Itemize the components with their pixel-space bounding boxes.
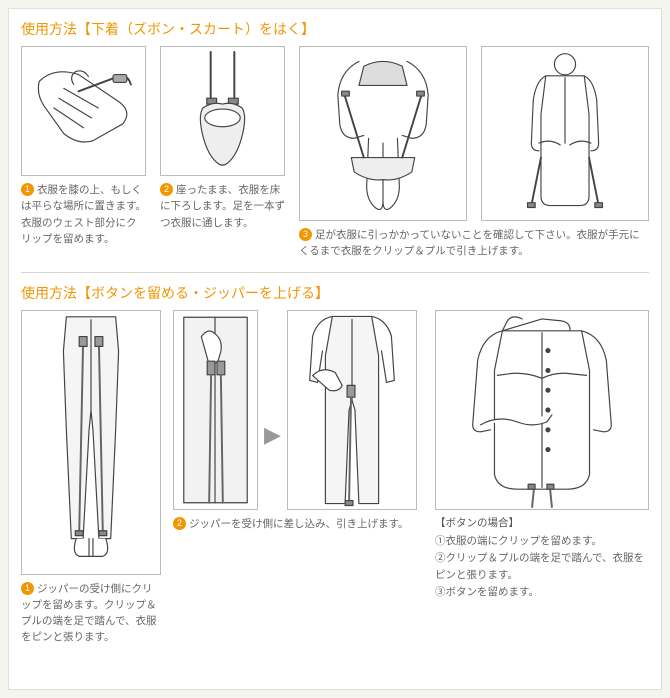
- illus-1-1: [21, 46, 146, 176]
- section1-step2: 2座ったまま、衣服を床に下ろします。足を一本ずつ衣服に通します。: [160, 46, 285, 231]
- step-number-icon: 3: [299, 228, 312, 241]
- caption-1-2: 2座ったまま、衣服を床に下ろします。足を一本ずつ衣服に通します。: [160, 182, 285, 231]
- button-step-2: ②クリップ＆プルの端を足で踏んで、衣服をピンと張ります。: [435, 550, 649, 584]
- section1-title: 使用方法【下着（ズボン・スカート）をはく】: [21, 19, 649, 40]
- caption-text: 座ったまま、衣服を床に下ろします。足を一本ずつ衣服に通します。: [160, 184, 285, 229]
- section2-button-case: 【ボタンの場合】 ①衣服の端にクリップを留めます。 ②クリップ＆プルの端を足で踏…: [435, 310, 649, 601]
- section2-step2: ▶ 2ジッパー: [173, 310, 423, 532]
- caption-text: 足が衣服に引っかかっていないことを確認して下さい。衣服が手元にくるまで衣服をクリ…: [299, 229, 640, 257]
- illus-1-2: [160, 46, 285, 176]
- caption-1-3: 3足が衣服に引っかかっていないことを確認して下さい。衣服が手元にくるまで衣服をク…: [299, 227, 649, 260]
- section1-step1: 1衣服を膝の上、もしくは平らな場所に置きます。衣服のウェスト部分にクリップを留め…: [21, 46, 146, 247]
- caption-1-1: 1衣服を膝の上、もしくは平らな場所に置きます。衣服のウェスト部分にクリップを留め…: [21, 182, 146, 247]
- illus-1-3: [299, 46, 467, 221]
- section2-title: 使用方法【ボタンを留める・ジッパーを上げる】: [21, 283, 649, 304]
- button-step-1: ①衣服の端にクリップを留めます。: [435, 533, 649, 550]
- section1-step3-group: 3足が衣服に引っかかっていないことを確認して下さい。衣服が手元にくるまで衣服をク…: [299, 46, 649, 260]
- illus-2-1: [21, 310, 161, 575]
- step-number-icon: 2: [173, 517, 186, 530]
- section2-step1: 1ジッパーの受け側にクリップを留めます。クリップ＆プルの端を足で踏んで、衣服をピ…: [21, 310, 161, 646]
- step-number-icon: 1: [21, 582, 34, 595]
- section1-grid: 1衣服を膝の上、もしくは平らな場所に置きます。衣服のウェスト部分にクリップを留め…: [21, 46, 649, 260]
- section2-grid: 1ジッパーの受け側にクリップを留めます。クリップ＆プルの端を足で踏んで、衣服をピ…: [21, 310, 649, 646]
- caption-text: ジッパーを受け側に差し込み、引き上げます。: [189, 518, 408, 530]
- section-divider: [21, 272, 649, 273]
- arrow-icon: ▶: [264, 418, 281, 451]
- illus-1-4: [481, 46, 649, 221]
- caption-text: ジッパーの受け側にクリップを留めます。クリップ＆プルの端を足で踏んで、衣服をピン…: [21, 583, 157, 644]
- caption-2-1: 1ジッパーの受け側にクリップを留めます。クリップ＆プルの端を足で踏んで、衣服をピ…: [21, 581, 161, 646]
- illus-2-2a: [173, 310, 258, 510]
- step-number-icon: 1: [21, 183, 34, 196]
- page: 使用方法【下着（ズボン・スカート）をはく】 1衣服を膝の上、もしくは平らな場所に…: [8, 8, 662, 690]
- caption-text: 衣服を膝の上、もしくは平らな場所に置きます。衣服のウェスト部分にクリップを留めま…: [21, 184, 146, 245]
- button-case-list: ①衣服の端にクリップを留めます。 ②クリップ＆プルの端を足で踏んで、衣服をピンと…: [435, 533, 649, 600]
- illus-2-3: [435, 310, 649, 510]
- step-number-icon: 2: [160, 183, 173, 196]
- illus-2-2b: [287, 310, 417, 510]
- button-step-3: ③ボタンを留めます。: [435, 584, 649, 601]
- caption-2-2: 2ジッパーを受け側に差し込み、引き上げます。: [173, 516, 423, 532]
- button-case-title: 【ボタンの場合】: [435, 516, 649, 532]
